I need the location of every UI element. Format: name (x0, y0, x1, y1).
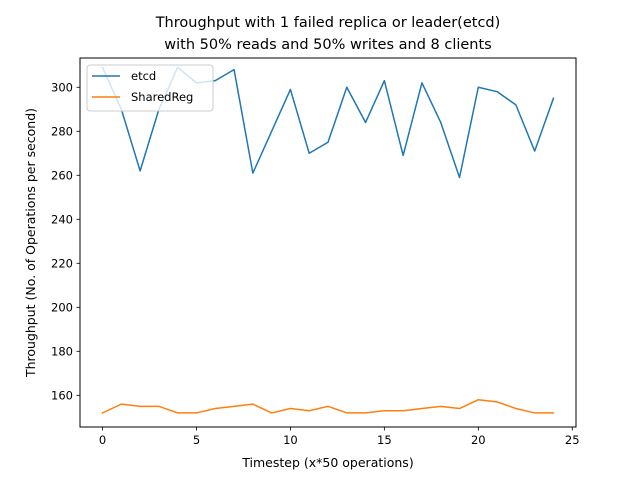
x-tick-label: 20 (471, 433, 486, 447)
x-axis-label: Timestep (x*50 operations) (241, 455, 413, 470)
y-tick-label: 220 (51, 256, 73, 270)
x-tick-label: 15 (377, 433, 392, 447)
x-tick-label: 0 (99, 433, 106, 447)
chart-subtitle: with 50% reads and 50% writes and 8 clie… (164, 37, 491, 53)
y-tick-label: 280 (51, 124, 73, 138)
series-layer (101, 66, 555, 414)
y-tick-label: 260 (51, 168, 73, 182)
y-tick-label: 200 (51, 300, 73, 314)
axis-layer: 0 5 10 15 20 25 160 180 200 220 240 260 280 300 (51, 80, 580, 447)
legend-label-etcd: etcd (131, 69, 156, 83)
legend-label-sharedreg: SharedReg (131, 90, 193, 104)
y-tick-label: 240 (51, 212, 73, 226)
series-line-sharedreg (101, 398, 555, 414)
y-tick-label: 300 (51, 80, 73, 94)
legend: etcd SharedReg (86, 64, 214, 112)
chart-title: Throughput with 1 failed replica or lead… (155, 15, 501, 31)
x-tick-label: 5 (193, 433, 200, 447)
y-tick-label: 180 (51, 344, 73, 358)
y-axis-label: Throughput (No. of Operations per second… (23, 108, 38, 378)
x-tick-label: 25 (565, 433, 580, 447)
x-tick-label: 10 (283, 433, 298, 447)
plot-frame (79, 57, 577, 428)
y-tick-label: 160 (51, 388, 73, 402)
